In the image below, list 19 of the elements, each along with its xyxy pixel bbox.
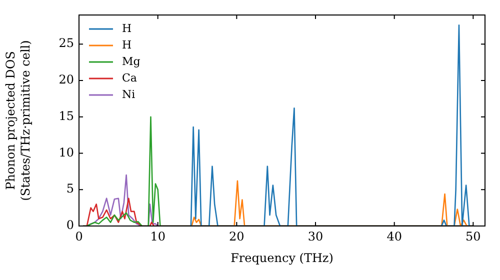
legend-label: Ni — [122, 88, 136, 101]
y-tick-label: 15 — [58, 108, 74, 123]
x-tick-label: 50 — [466, 229, 481, 244]
x-axis-title: Frequency (THz) — [230, 250, 334, 265]
x-tick-label: 20 — [229, 229, 244, 244]
y-tick-label: 5 — [66, 182, 74, 196]
legend-label: Ca — [122, 71, 138, 84]
y-tick-label: 10 — [58, 145, 74, 160]
y-tick-label: 20 — [58, 72, 74, 87]
y-tick-label: 25 — [58, 36, 74, 50]
legend-label: Mg — [122, 54, 140, 68]
legend-label: H — [122, 22, 132, 35]
x-tick-label: 0 — [75, 229, 83, 244]
x-tick-label: 10 — [150, 229, 166, 244]
x-tick-label: 40 — [386, 229, 402, 244]
y-tick-label: 0 — [66, 218, 74, 232]
legend-label: H — [122, 38, 132, 52]
y-axis-title: Phonon projected DOS (States/THz·primitive cell) — [4, 40, 33, 201]
x-tick-label: 30 — [308, 229, 324, 244]
